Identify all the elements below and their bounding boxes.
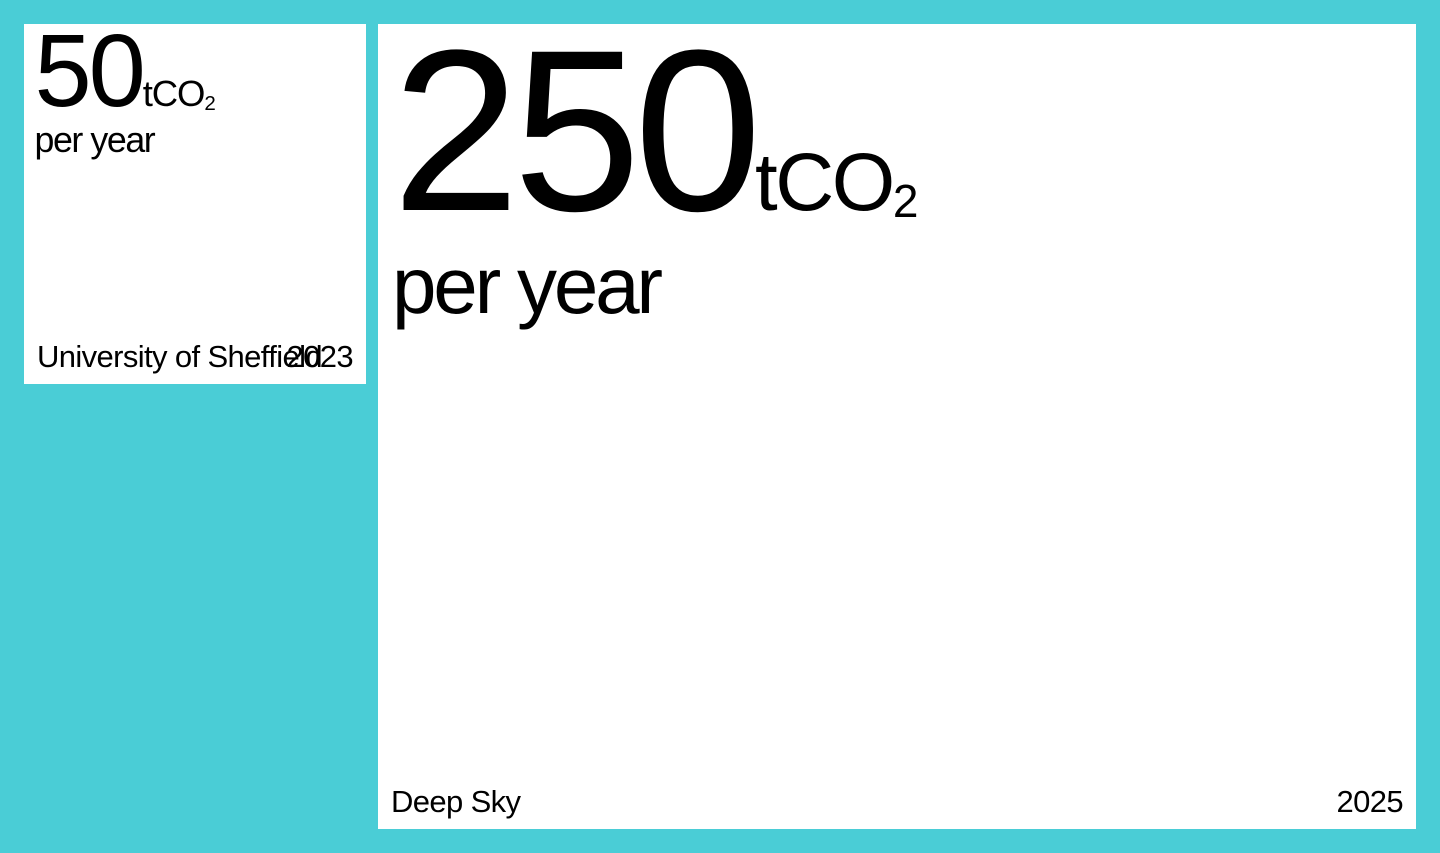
bar-card-2: 250tCO2 per year Deep Sky 2025 xyxy=(378,16,1416,829)
year-label: 2025 xyxy=(1336,784,1404,819)
category-label: Deep Sky xyxy=(391,784,521,819)
value-number: 50 xyxy=(34,13,146,129)
per-year-label: per year xyxy=(392,241,663,330)
value-label: 50tCO2 xyxy=(35,20,216,123)
per-year-label: per year xyxy=(34,120,156,161)
bar-card-1: 50tCO2 per year University of Sheffield 202… xyxy=(24,20,366,384)
unit-subscript: 2 xyxy=(892,174,919,227)
category-label: University of Sheffield xyxy=(37,339,323,374)
unit-label: tCO xyxy=(142,73,206,115)
unit-subscript: 2 xyxy=(204,91,216,115)
value-label: 250tCO2 xyxy=(392,16,918,246)
year-label: 2023 xyxy=(286,339,354,374)
unit-label: tCO xyxy=(755,137,895,228)
value-number: 250 xyxy=(392,2,762,259)
